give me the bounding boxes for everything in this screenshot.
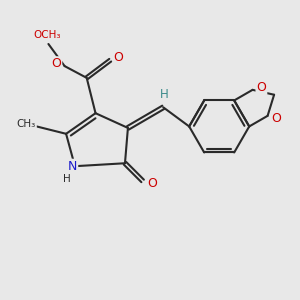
Text: O: O bbox=[114, 51, 123, 64]
Text: O: O bbox=[272, 112, 281, 125]
Text: CH₃: CH₃ bbox=[17, 119, 36, 129]
Text: N: N bbox=[68, 160, 77, 173]
Text: O: O bbox=[51, 57, 61, 70]
Text: H: H bbox=[160, 88, 169, 101]
Text: H: H bbox=[63, 174, 70, 184]
Text: OCH₃: OCH₃ bbox=[33, 30, 61, 40]
Text: O: O bbox=[147, 177, 157, 190]
Text: O: O bbox=[256, 81, 266, 94]
